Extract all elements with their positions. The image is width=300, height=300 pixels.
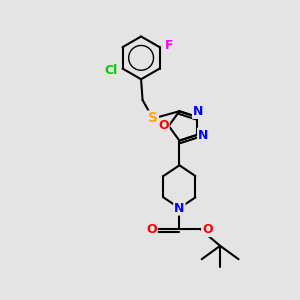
Text: N: N [174,202,184,214]
Text: O: O [202,223,213,236]
Text: O: O [146,223,157,236]
Text: N: N [198,128,208,142]
Text: O: O [158,119,169,132]
Text: N: N [193,105,203,118]
Text: F: F [165,39,173,52]
Text: Cl: Cl [105,64,118,76]
Text: S: S [148,112,158,125]
